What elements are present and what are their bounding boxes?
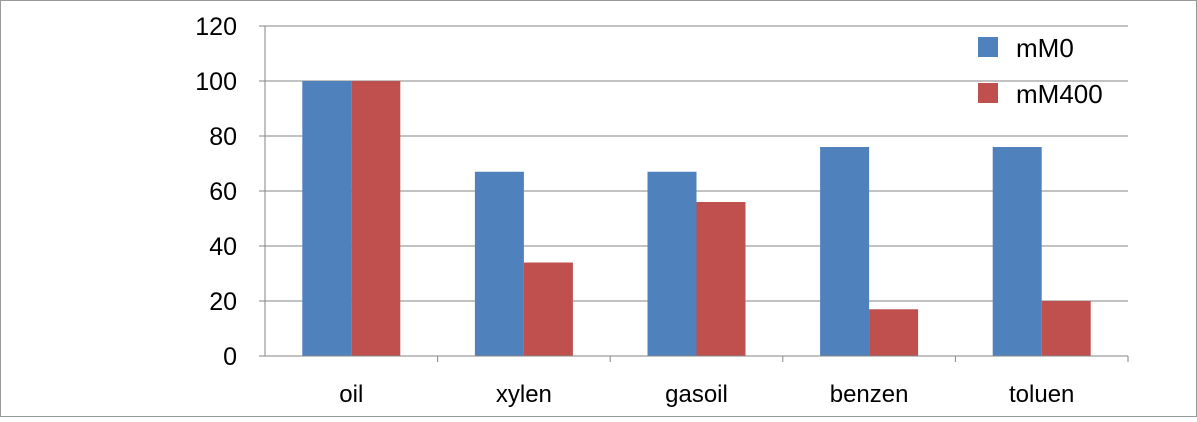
y-tick-label: 80 (209, 123, 237, 151)
x-tick-label: toluen (1009, 381, 1074, 408)
y-tick-label: 120 (195, 13, 237, 41)
legend-swatch-mM400 (978, 83, 998, 103)
y-tick-label: 100 (195, 68, 237, 96)
bar-mM0-gasoil (647, 171, 697, 356)
y-tick-labels: 0 20 40 60 80 100 120 (195, 13, 237, 371)
bar-mM400-gasoil (696, 202, 746, 356)
legend-label-mM0: mM0 (1016, 33, 1074, 63)
x-tick-label: xylen (496, 381, 552, 408)
y-tick-label: 20 (209, 288, 237, 316)
y-tick-label: 0 (223, 343, 237, 371)
bar-mM0-xylen (474, 171, 524, 356)
x-tick-label: gasoil (665, 381, 728, 408)
legend-swatch-mM0 (978, 37, 998, 57)
x-tick-label: oil (339, 381, 363, 408)
bar-mM400-toluen (1041, 301, 1091, 356)
bar-mM400-benzen (869, 309, 919, 356)
x-tick-labels: oil xylen gasoil benzen toluen (339, 381, 1074, 408)
bar-mM0-oil (302, 81, 352, 356)
bar-mM400-xylen (523, 262, 573, 356)
legend-label-mM400: mM400 (1016, 79, 1103, 109)
gridlines (259, 25, 1129, 362)
bars (302, 81, 1091, 356)
bar-mM0-toluen (992, 147, 1042, 356)
bar-mM0-benzen (820, 147, 870, 356)
y-tick-label: 60 (209, 178, 237, 206)
bar-mM400-oil (351, 81, 401, 356)
x-tick-label: benzen (830, 381, 909, 408)
y-tick-label: 40 (209, 233, 237, 261)
legend: mM0 mM400 (978, 33, 1103, 109)
